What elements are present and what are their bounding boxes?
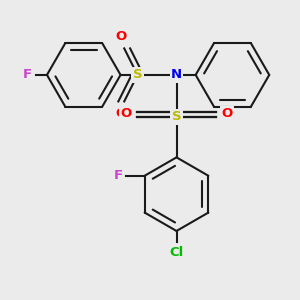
Text: O: O <box>120 107 132 120</box>
Text: Cl: Cl <box>169 246 184 259</box>
Text: O: O <box>116 29 127 43</box>
Text: O: O <box>221 107 233 120</box>
Text: O: O <box>116 107 127 120</box>
Text: F: F <box>23 68 32 81</box>
Text: S: S <box>133 68 142 81</box>
Text: F: F <box>113 169 122 182</box>
Text: S: S <box>172 110 181 123</box>
Text: N: N <box>171 68 182 81</box>
